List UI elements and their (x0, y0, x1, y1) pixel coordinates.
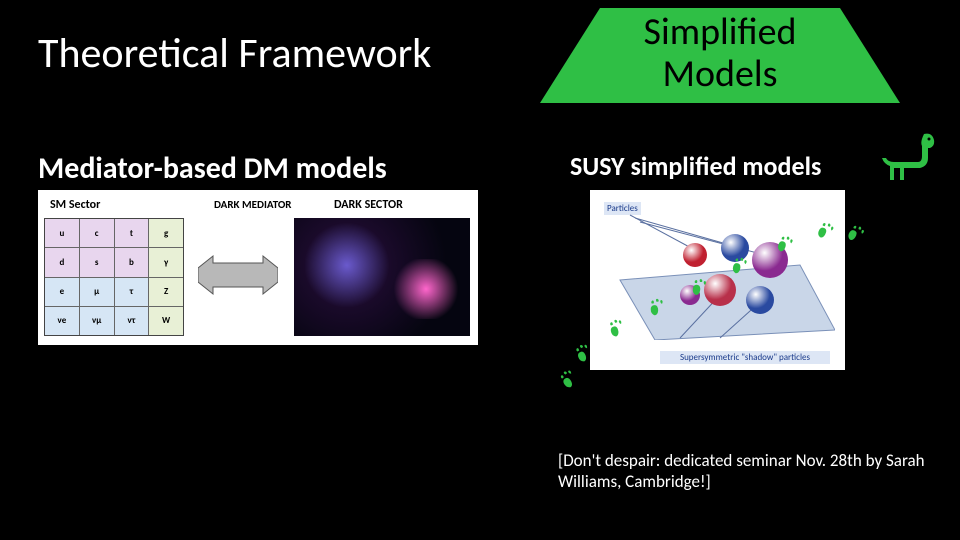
sm-cell: b (115, 248, 149, 276)
sm-cell: d (45, 248, 79, 276)
badge-line2: Models (663, 51, 778, 97)
dark-sector-label: DARK SECTOR (334, 198, 403, 212)
galaxy-cluster-image (294, 218, 470, 336)
dark-mediator-label: DARK MEDIATOR (214, 198, 291, 211)
susy-plane-diagram (600, 200, 835, 340)
mediator-figure: SM Sector DARK MEDIATOR DARK SECTOR uctg… (38, 190, 478, 345)
sm-cell: νe (45, 307, 79, 335)
sm-cell: Z (149, 278, 183, 306)
footprint-icon (555, 359, 594, 398)
sm-cell: e (45, 278, 79, 306)
footprint-icon (841, 221, 877, 257)
mediator-arrow-icon (198, 250, 278, 300)
badge-line1: Simplified (644, 9, 797, 55)
sm-cell: τ (115, 278, 149, 306)
sm-cell: νμ (80, 307, 114, 335)
sm-cell: u (45, 219, 79, 247)
sm-cell: s (80, 248, 114, 276)
sm-cell: t (115, 219, 149, 247)
supersymmetric-label: Supersymmetric "shadow" particles (660, 351, 830, 364)
sm-cell: W (149, 307, 183, 335)
sm-cell: g (149, 219, 183, 247)
sm-cell: c (80, 219, 114, 247)
sm-particle-table: uctg dsbγ eμτZνeνμντW (44, 218, 184, 336)
sm-cell: ντ (115, 307, 149, 335)
badge-label: Simplified Models (540, 12, 900, 96)
left-heading: Mediator-based DM models (38, 150, 387, 187)
footnote-text: [Don't despair: dedicated seminar Nov. 2… (558, 450, 948, 493)
sm-cell: μ (80, 278, 114, 306)
slide-title: Theoretical Framework (38, 28, 431, 79)
dinosaur-icon (880, 128, 940, 188)
susy-figure: Particles Supersymmetric "shadow" partic… (590, 190, 845, 370)
right-heading: SUSY simplified models (570, 150, 821, 182)
sm-cell: γ (149, 248, 183, 276)
sm-sector-label: SM Sector (50, 198, 100, 212)
